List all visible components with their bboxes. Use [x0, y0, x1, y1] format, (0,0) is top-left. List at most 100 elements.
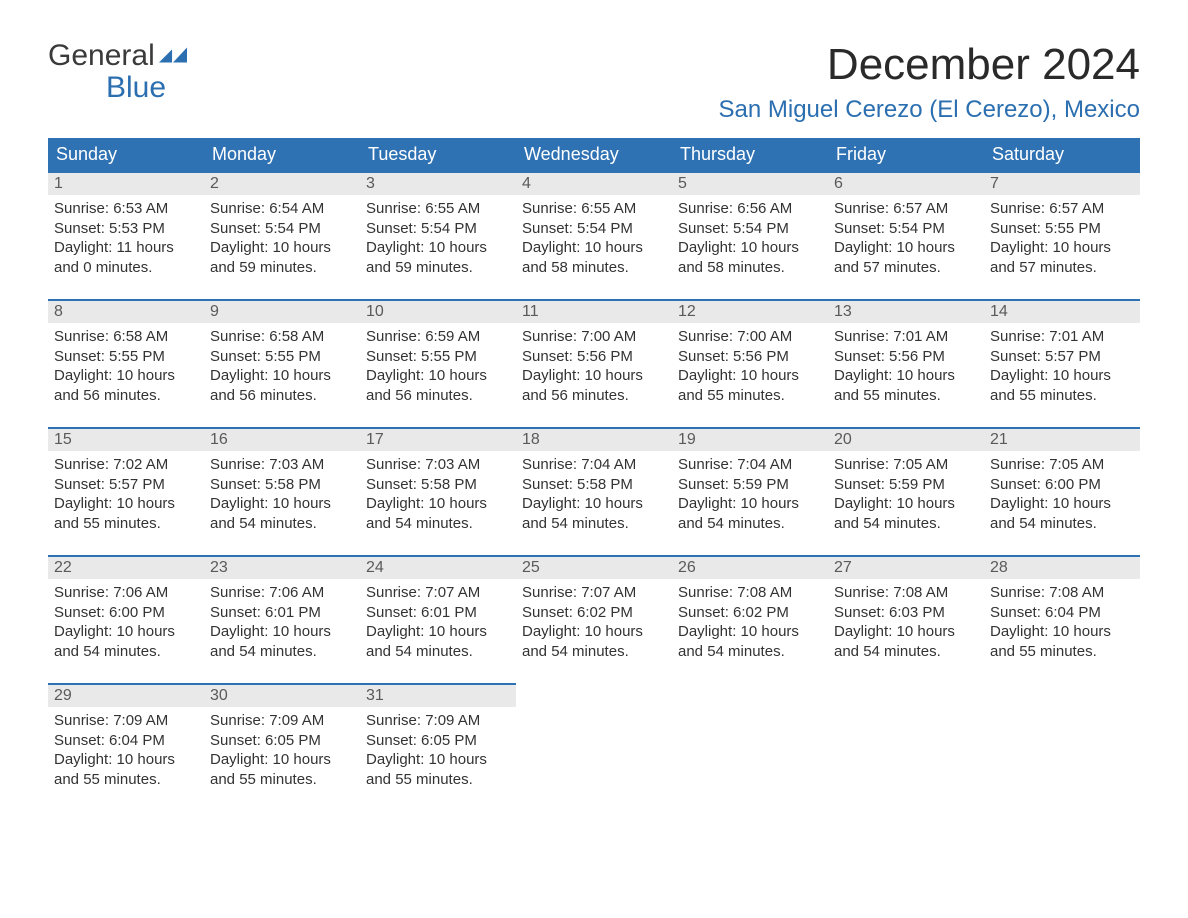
daylight-text-1: Daylight: 10 hours [210, 494, 354, 514]
sunset-text: Sunset: 5:55 PM [990, 219, 1134, 239]
day-number: 17 [360, 429, 516, 451]
sunset-text: Sunset: 5:58 PM [522, 475, 666, 495]
day-number: 21 [984, 429, 1140, 451]
calendar-week-row: 22Sunrise: 7:06 AMSunset: 6:00 PMDayligh… [48, 556, 1140, 684]
daylight-text-2: and 54 minutes. [366, 642, 510, 662]
calendar-week-row: 8Sunrise: 6:58 AMSunset: 5:55 PMDaylight… [48, 300, 1140, 428]
daylight-text-1: Daylight: 10 hours [366, 366, 510, 386]
sunset-text: Sunset: 5:54 PM [678, 219, 822, 239]
sunrise-text: Sunrise: 7:08 AM [834, 583, 978, 603]
calendar-week-row: 1Sunrise: 6:53 AMSunset: 5:53 PMDaylight… [48, 172, 1140, 300]
sunrise-text: Sunrise: 7:08 AM [990, 583, 1134, 603]
day-details: Sunrise: 7:03 AMSunset: 5:58 PMDaylight:… [360, 451, 516, 539]
calendar-day-cell: 3Sunrise: 6:55 AMSunset: 5:54 PMDaylight… [360, 172, 516, 300]
daylight-text-2: and 55 minutes. [990, 642, 1134, 662]
sunset-text: Sunset: 6:04 PM [990, 603, 1134, 623]
day-number: 1 [48, 173, 204, 195]
daylight-text-1: Daylight: 10 hours [366, 238, 510, 258]
calendar-day-cell: 9Sunrise: 6:58 AMSunset: 5:55 PMDaylight… [204, 300, 360, 428]
sunrise-text: Sunrise: 6:58 AM [210, 327, 354, 347]
calendar-day-cell: 31Sunrise: 7:09 AMSunset: 6:05 PMDayligh… [360, 684, 516, 812]
day-number: 18 [516, 429, 672, 451]
day-details: Sunrise: 7:05 AMSunset: 5:59 PMDaylight:… [828, 451, 984, 539]
sunset-text: Sunset: 6:01 PM [210, 603, 354, 623]
calendar-day-cell: 20Sunrise: 7:05 AMSunset: 5:59 PMDayligh… [828, 428, 984, 556]
calendar-day-cell [516, 684, 672, 812]
sunrise-text: Sunrise: 6:54 AM [210, 199, 354, 219]
sunrise-text: Sunrise: 7:04 AM [678, 455, 822, 475]
daylight-text-1: Daylight: 10 hours [834, 622, 978, 642]
calendar-day-cell: 18Sunrise: 7:04 AMSunset: 5:58 PMDayligh… [516, 428, 672, 556]
sunset-text: Sunset: 5:57 PM [990, 347, 1134, 367]
sunrise-text: Sunrise: 7:09 AM [366, 711, 510, 731]
daylight-text-2: and 55 minutes. [834, 386, 978, 406]
sunset-text: Sunset: 5:55 PM [366, 347, 510, 367]
daylight-text-1: Daylight: 10 hours [366, 750, 510, 770]
daylight-text-2: and 59 minutes. [210, 258, 354, 278]
daylight-text-2: and 54 minutes. [522, 514, 666, 534]
sunrise-text: Sunrise: 6:55 AM [522, 199, 666, 219]
sunrise-text: Sunrise: 7:01 AM [834, 327, 978, 347]
daylight-text-1: Daylight: 10 hours [366, 494, 510, 514]
day-number: 23 [204, 557, 360, 579]
daylight-text-1: Daylight: 10 hours [522, 238, 666, 258]
day-details: Sunrise: 7:07 AMSunset: 6:01 PMDaylight:… [360, 579, 516, 667]
day-number: 19 [672, 429, 828, 451]
day-details: Sunrise: 7:08 AMSunset: 6:04 PMDaylight:… [984, 579, 1140, 667]
day-number: 14 [984, 301, 1140, 323]
day-details: Sunrise: 7:06 AMSunset: 6:01 PMDaylight:… [204, 579, 360, 667]
day-details: Sunrise: 6:57 AMSunset: 5:55 PMDaylight:… [984, 195, 1140, 283]
sunset-text: Sunset: 5:56 PM [522, 347, 666, 367]
daylight-text-2: and 55 minutes. [210, 770, 354, 790]
day-number: 22 [48, 557, 204, 579]
day-number: 16 [204, 429, 360, 451]
sunrise-text: Sunrise: 7:09 AM [54, 711, 198, 731]
sunrise-text: Sunrise: 7:06 AM [210, 583, 354, 603]
calendar-day-cell: 14Sunrise: 7:01 AMSunset: 5:57 PMDayligh… [984, 300, 1140, 428]
day-number: 27 [828, 557, 984, 579]
calendar-day-cell: 19Sunrise: 7:04 AMSunset: 5:59 PMDayligh… [672, 428, 828, 556]
daylight-text-2: and 59 minutes. [366, 258, 510, 278]
sunrise-text: Sunrise: 7:00 AM [522, 327, 666, 347]
sunrise-text: Sunrise: 6:59 AM [366, 327, 510, 347]
sunset-text: Sunset: 5:54 PM [834, 219, 978, 239]
calendar-week-row: 29Sunrise: 7:09 AMSunset: 6:04 PMDayligh… [48, 684, 1140, 812]
sunset-text: Sunset: 5:56 PM [678, 347, 822, 367]
header: General Blue December 2024 San Miguel Ce… [48, 40, 1140, 138]
calendar-day-cell: 15Sunrise: 7:02 AMSunset: 5:57 PMDayligh… [48, 428, 204, 556]
day-number: 29 [48, 685, 204, 707]
sunrise-text: Sunrise: 7:02 AM [54, 455, 198, 475]
day-number: 3 [360, 173, 516, 195]
sunrise-text: Sunrise: 7:05 AM [990, 455, 1134, 475]
day-details: Sunrise: 7:02 AMSunset: 5:57 PMDaylight:… [48, 451, 204, 539]
day-details: Sunrise: 6:57 AMSunset: 5:54 PMDaylight:… [828, 195, 984, 283]
sunset-text: Sunset: 6:02 PM [522, 603, 666, 623]
calendar-day-cell: 24Sunrise: 7:07 AMSunset: 6:01 PMDayligh… [360, 556, 516, 684]
daylight-text-2: and 55 minutes. [54, 514, 198, 534]
day-number: 12 [672, 301, 828, 323]
sunrise-text: Sunrise: 7:03 AM [366, 455, 510, 475]
sunrise-text: Sunrise: 6:53 AM [54, 199, 198, 219]
day-details: Sunrise: 6:59 AMSunset: 5:55 PMDaylight:… [360, 323, 516, 411]
sunrise-text: Sunrise: 7:07 AM [522, 583, 666, 603]
daylight-text-1: Daylight: 10 hours [210, 238, 354, 258]
daylight-text-1: Daylight: 10 hours [366, 622, 510, 642]
daylight-text-2: and 54 minutes. [678, 642, 822, 662]
day-details: Sunrise: 7:04 AMSunset: 5:59 PMDaylight:… [672, 451, 828, 539]
logo: General Blue [48, 40, 187, 103]
day-number: 31 [360, 685, 516, 707]
calendar-day-cell: 2Sunrise: 6:54 AMSunset: 5:54 PMDaylight… [204, 172, 360, 300]
calendar-day-cell: 11Sunrise: 7:00 AMSunset: 5:56 PMDayligh… [516, 300, 672, 428]
day-details: Sunrise: 6:56 AMSunset: 5:54 PMDaylight:… [672, 195, 828, 283]
calendar-day-cell: 23Sunrise: 7:06 AMSunset: 6:01 PMDayligh… [204, 556, 360, 684]
daylight-text-1: Daylight: 10 hours [522, 366, 666, 386]
calendar-day-cell: 27Sunrise: 7:08 AMSunset: 6:03 PMDayligh… [828, 556, 984, 684]
daylight-text-2: and 54 minutes. [834, 514, 978, 534]
day-number: 24 [360, 557, 516, 579]
day-details: Sunrise: 6:54 AMSunset: 5:54 PMDaylight:… [204, 195, 360, 283]
calendar-week-row: 15Sunrise: 7:02 AMSunset: 5:57 PMDayligh… [48, 428, 1140, 556]
logo-word1: General [48, 40, 155, 72]
sunrise-text: Sunrise: 6:56 AM [678, 199, 822, 219]
sunrise-text: Sunrise: 7:07 AM [366, 583, 510, 603]
sunset-text: Sunset: 5:57 PM [54, 475, 198, 495]
